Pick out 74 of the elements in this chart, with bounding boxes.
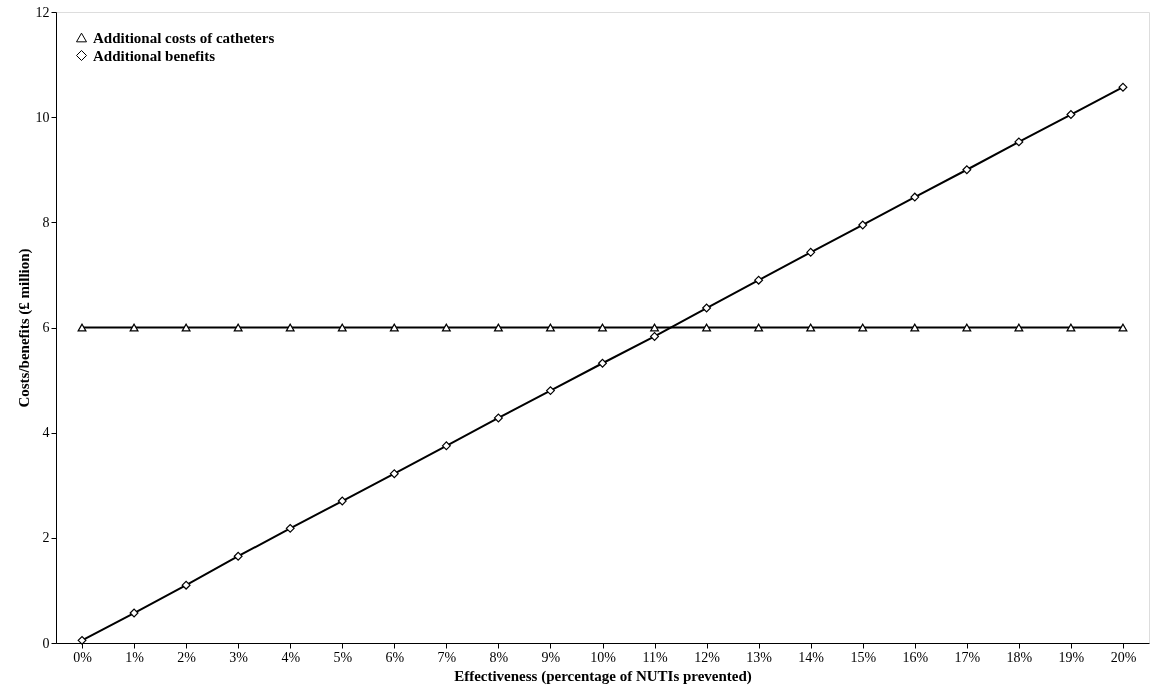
legend-label: Additional costs of catheters [93,29,275,46]
x-tick-label: 19% [1058,649,1085,665]
point [233,551,243,561]
point [858,323,868,332]
point [129,323,139,332]
point [650,323,660,332]
point [1066,110,1076,120]
x-tick-label: 18% [1006,649,1033,665]
point [233,323,243,332]
x-tick-label: 20% [1110,649,1137,665]
point [1118,323,1128,332]
point [77,635,87,645]
x-tick-label: 13% [746,649,773,665]
y-tick-label: 12 [35,4,50,20]
point [962,165,972,175]
point [702,303,712,313]
point [181,580,191,590]
x-tick-label: 6% [385,649,405,665]
y-tick-label: 10 [35,109,50,125]
x-tick-label: 10% [590,649,617,665]
x-tick-label: 4% [281,649,301,665]
point [389,323,399,332]
legend-label: Additional benefits [93,47,216,64]
y-tick-label: 6 [42,320,50,335]
point [858,220,868,230]
x-tick-label: 8% [489,649,509,665]
point [1066,323,1076,332]
point [1118,82,1128,92]
x-tick-label: 17% [954,649,981,665]
x-axis-title: Effectiveness (percentage of NUTIs prevented) [454,667,752,685]
x-tick-label: 11% [642,649,668,665]
point [337,323,347,332]
point [598,323,607,332]
point [337,496,347,506]
point [910,323,920,332]
point [493,323,503,332]
point [129,608,139,618]
x-tick-label: 15% [850,649,877,665]
y-tick-label: 8 [42,214,50,230]
x-tick-label: 9% [541,649,561,665]
point [181,323,191,332]
x-tick-label: 14% [798,649,825,665]
point [285,523,295,533]
point [806,323,816,332]
point [441,323,451,332]
point [285,323,295,332]
point [493,413,503,423]
point [962,323,972,332]
point [702,323,712,332]
x-tick-label: 5% [333,649,353,665]
point [77,323,87,332]
x-tick-label: 0% [73,649,93,665]
y-axis-title: Costs/benefits (£ million) [15,248,33,408]
point [598,358,607,368]
point [389,469,399,479]
x-tick-label: 3% [229,649,249,665]
x-tick-label: 1% [125,649,145,665]
point [1014,323,1024,332]
x-tick-label: 16% [902,649,929,665]
y-tick-label: 4 [42,425,50,441]
point [650,331,660,341]
point [754,275,764,285]
point [545,386,555,396]
x-tick-label: 2% [177,649,197,665]
y-tick-label: 2 [42,530,50,546]
point [754,323,764,332]
y-tick-label: 0 [42,635,50,651]
point [910,192,920,202]
x-tick-label: 7% [437,649,457,665]
point [806,247,816,257]
point [441,441,451,451]
x-tick-label: 12% [694,649,721,665]
point [1014,137,1024,147]
point [545,323,555,332]
